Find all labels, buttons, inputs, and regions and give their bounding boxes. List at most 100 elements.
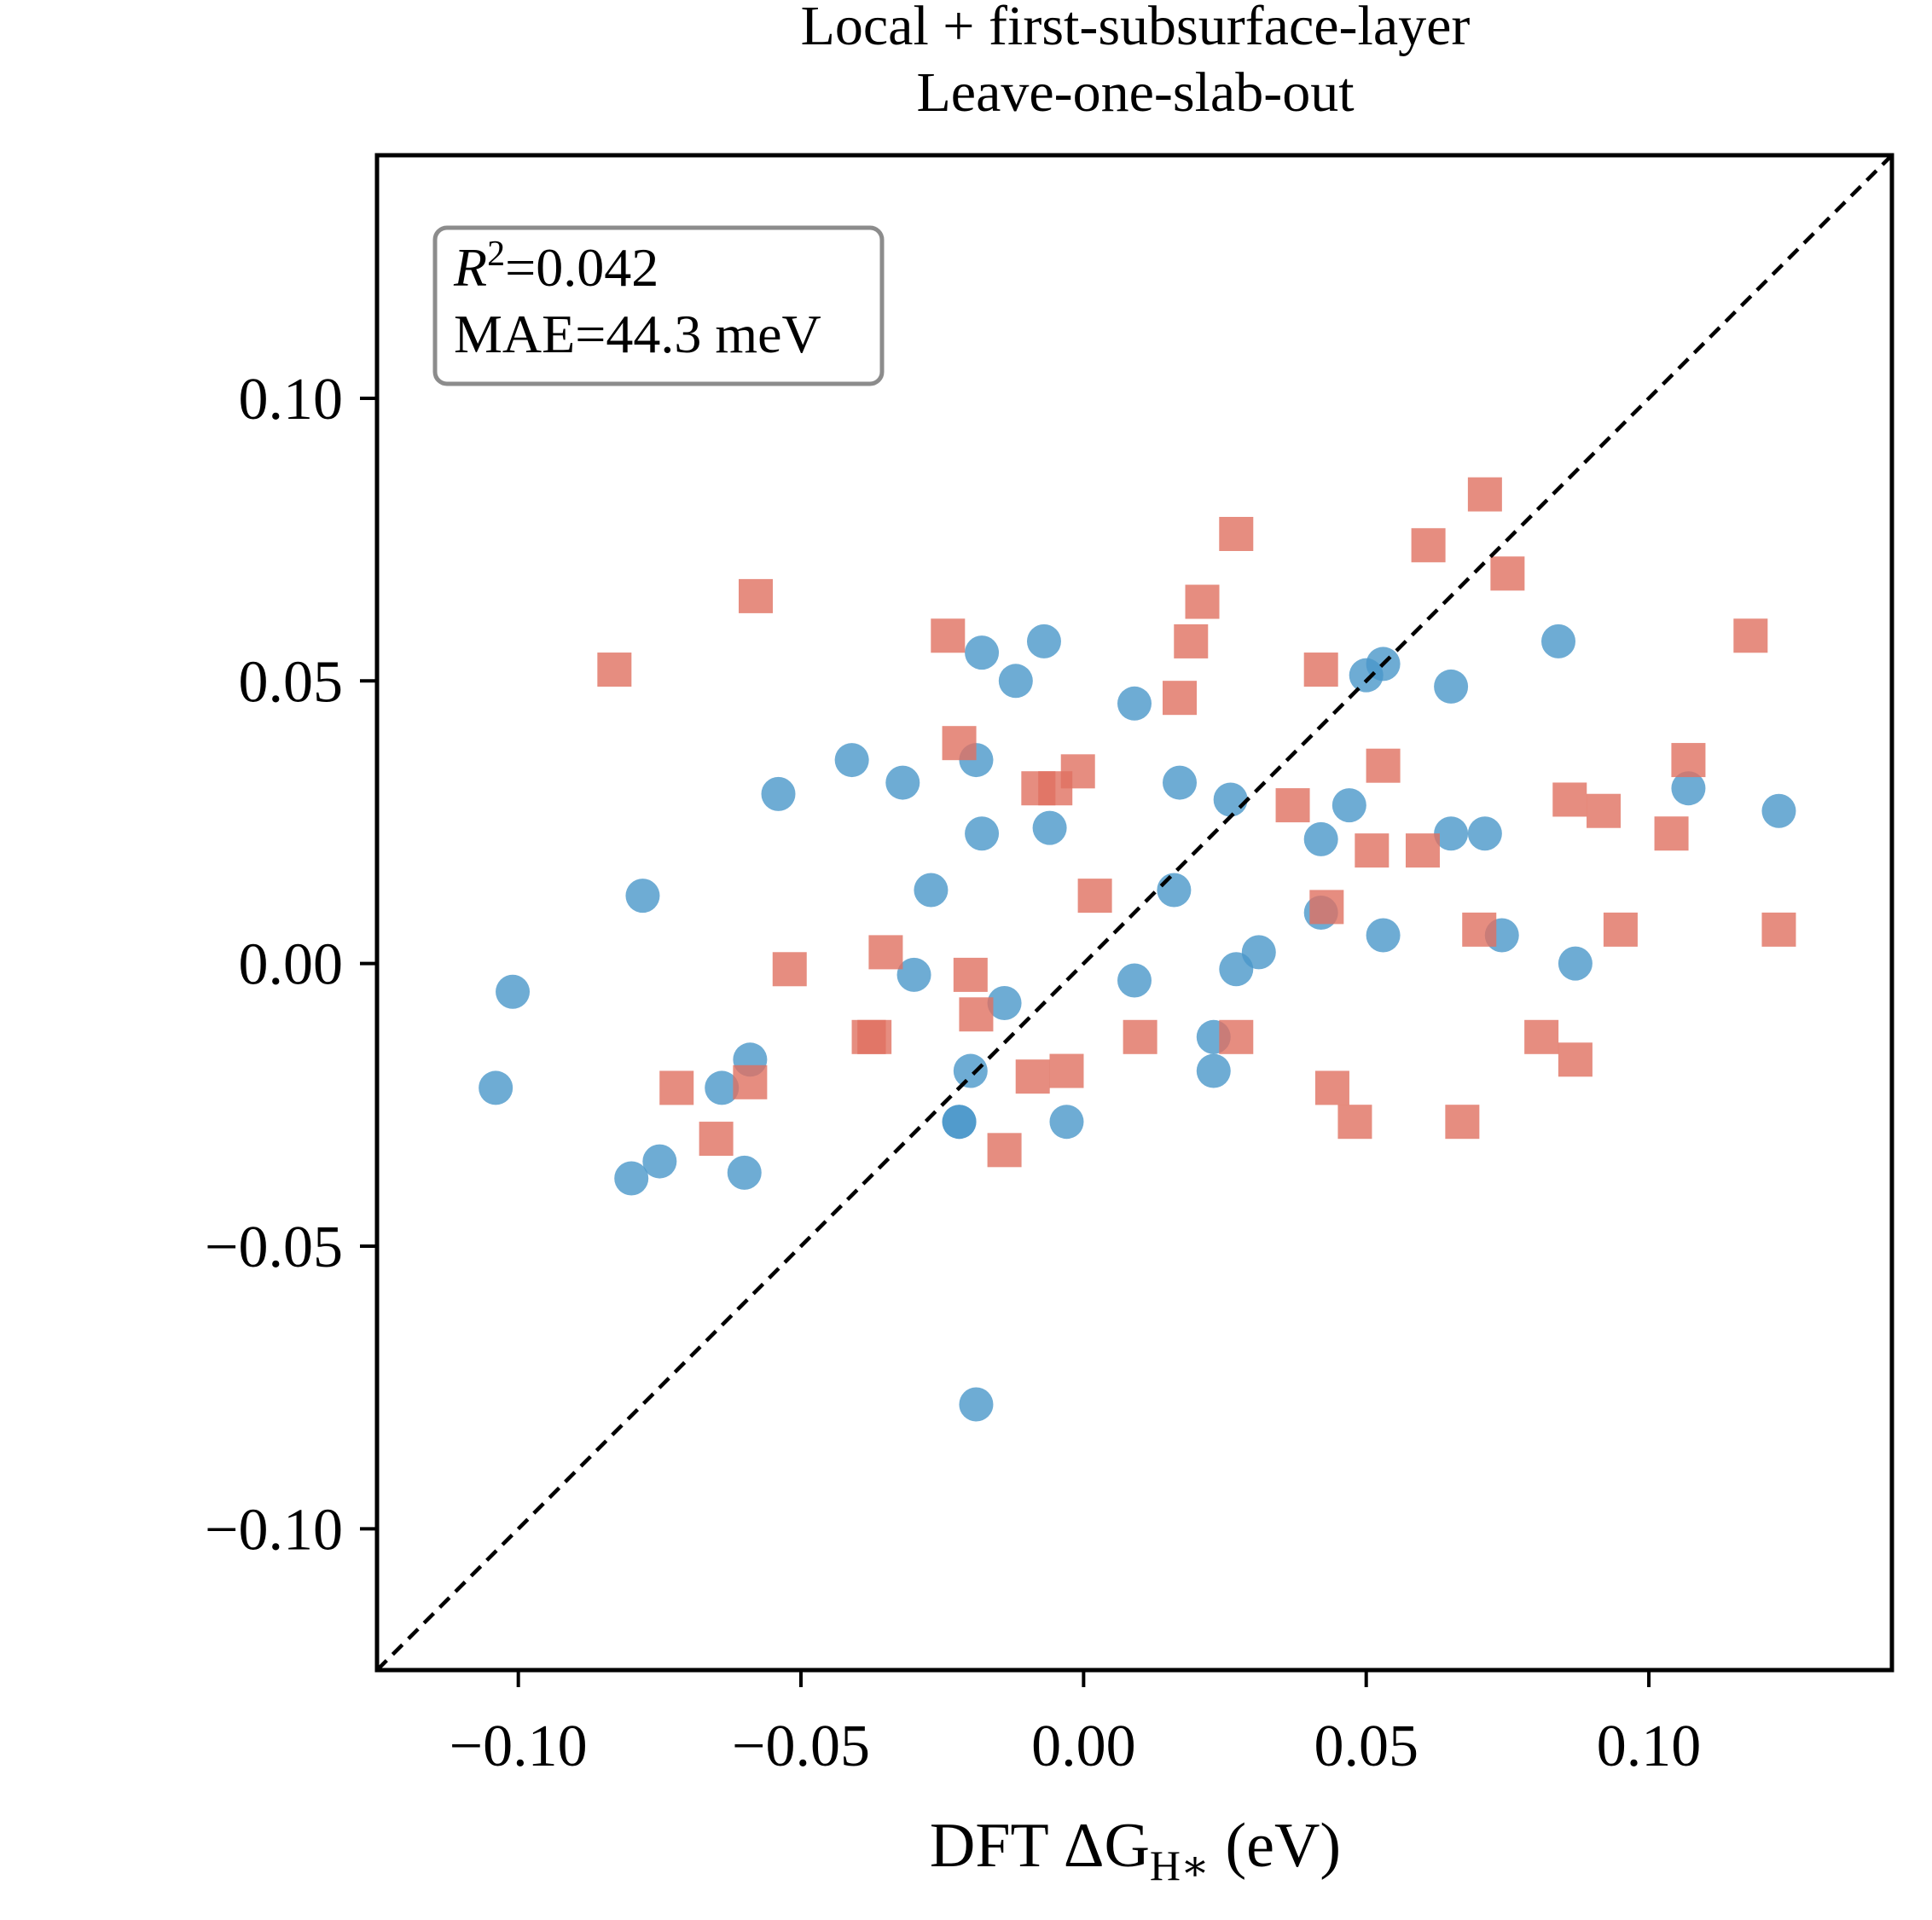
circle-point-40: [1434, 669, 1469, 704]
stats-box: R2=0.042 MAE=44.3 meV: [432, 225, 885, 386]
circle-point-29: [1196, 1053, 1231, 1088]
square-point-12: [959, 997, 994, 1032]
square-point-37: [1467, 477, 1502, 512]
square-point-34: [1411, 528, 1446, 563]
x-tick-label: 0.00: [1031, 1714, 1136, 1779]
square-point-41: [1558, 1042, 1593, 1077]
identity-reference-line: [375, 154, 1894, 1672]
square-point-36: [1462, 912, 1497, 947]
circle-point-17: [965, 816, 1000, 851]
x-tick-label: −0.05: [732, 1714, 870, 1779]
square-point-46: [1733, 618, 1768, 653]
circle-point-31: [1213, 782, 1248, 817]
x-axis-label-main: DFT ΔG: [930, 1811, 1150, 1881]
circle-point-33: [1241, 935, 1276, 970]
square-point-19: [1077, 879, 1112, 914]
square-point-5: [772, 952, 807, 987]
x-tick-label: 0.05: [1314, 1714, 1419, 1779]
circle-point-23: [1032, 810, 1067, 845]
circle-point-14: [942, 1105, 977, 1140]
circle-point-44: [1541, 624, 1576, 658]
square-point-21: [1163, 681, 1198, 716]
plot-frame: [374, 153, 1894, 1673]
circle-point-18: [965, 635, 1000, 670]
circle-point-28: [1163, 765, 1198, 800]
y-tick-label: 0.05: [239, 649, 344, 715]
circle-point-19: [959, 1387, 994, 1422]
circle-point-47: [1761, 793, 1796, 828]
plot-area: [374, 153, 1894, 1673]
square-point-47: [1761, 912, 1796, 947]
square-point-43: [1603, 912, 1638, 947]
square-point-40: [1552, 782, 1587, 817]
chart-title: Local + first-subsurface-layer Leave-one…: [801, 0, 1471, 124]
square-point-14: [1015, 1059, 1050, 1094]
stats-box-frame: [432, 225, 885, 386]
x-tick-label: −0.10: [450, 1714, 588, 1779]
y-tick-label: 0.10: [239, 367, 344, 432]
square-point-11: [953, 957, 988, 992]
square-point-28: [1309, 890, 1344, 925]
circle-point-10: [885, 765, 920, 800]
square-point-23: [1185, 584, 1220, 619]
circle-point-24: [1049, 1105, 1084, 1140]
chart-title-line1: Local + first-subsurface-layer: [801, 0, 1471, 57]
circle-point-27: [1157, 873, 1192, 908]
circle-point-9: [834, 743, 869, 778]
y-tick-label: 0.00: [239, 932, 344, 998]
r-squared-text: R2=0.042: [453, 235, 659, 298]
square-point-44: [1654, 816, 1689, 851]
square-point-45: [1671, 743, 1706, 778]
square-point-22: [1174, 624, 1209, 658]
square-point-13: [987, 1133, 1022, 1168]
circle-point-42: [1467, 816, 1502, 851]
square-point-39: [1524, 1019, 1559, 1054]
circle-point-41: [1434, 816, 1469, 851]
y-axis-ticks: −0.10 −0.05 0.00 0.05 0.10: [205, 367, 377, 1563]
circle-point-4: [642, 1144, 677, 1179]
square-point-38: [1490, 556, 1525, 591]
square-point-24: [1219, 517, 1254, 551]
circle-point-25: [1117, 963, 1152, 998]
square-point-3: [733, 1064, 768, 1099]
circle-point-45: [1558, 946, 1593, 981]
square-point-26: [1275, 788, 1310, 823]
circle-point-21: [998, 664, 1033, 699]
circle-point-6: [727, 1155, 762, 1190]
y-tick-label: −0.10: [205, 1497, 343, 1563]
circle-point-36: [1332, 788, 1366, 823]
square-point-30: [1337, 1105, 1372, 1140]
circle-point-8: [761, 776, 796, 811]
square-point-8: [868, 935, 903, 970]
square-point-7: [857, 1019, 892, 1054]
square-point-29: [1314, 1070, 1349, 1105]
r-squared-value: =0.042: [505, 237, 659, 298]
x-axis-ticks: −0.10 −0.05 0.00 0.05 0.10: [450, 1670, 1701, 1779]
square-point-9: [931, 618, 966, 653]
circle-point-1: [496, 974, 531, 1009]
x-axis-label-subscript: H∗: [1150, 1842, 1210, 1889]
square-point-31: [1355, 833, 1390, 868]
square-point-18: [1060, 754, 1095, 789]
circle-point-5: [705, 1070, 740, 1105]
circle-point-11: [896, 957, 931, 992]
r-squared-exponent: 2: [487, 235, 505, 274]
square-point-35: [1445, 1105, 1480, 1140]
square-point-20: [1123, 1019, 1157, 1054]
square-point-1: [659, 1070, 694, 1105]
square-point-4: [739, 578, 773, 613]
square-point-10: [942, 726, 977, 761]
y-tick-label: −0.05: [205, 1215, 343, 1280]
circle-point-15: [953, 1053, 988, 1088]
r-squared-symbol: R: [453, 237, 487, 298]
data-markers: [479, 477, 1796, 1422]
square-point-0: [597, 653, 632, 687]
square-point-27: [1303, 653, 1338, 687]
square-point-25: [1219, 1019, 1254, 1054]
x-axis-label-unit: (eV): [1210, 1811, 1341, 1881]
square-point-17: [1049, 1053, 1084, 1088]
circle-point-39: [1366, 918, 1401, 953]
circle-point-34: [1303, 821, 1338, 856]
circle-point-22: [1026, 624, 1061, 658]
